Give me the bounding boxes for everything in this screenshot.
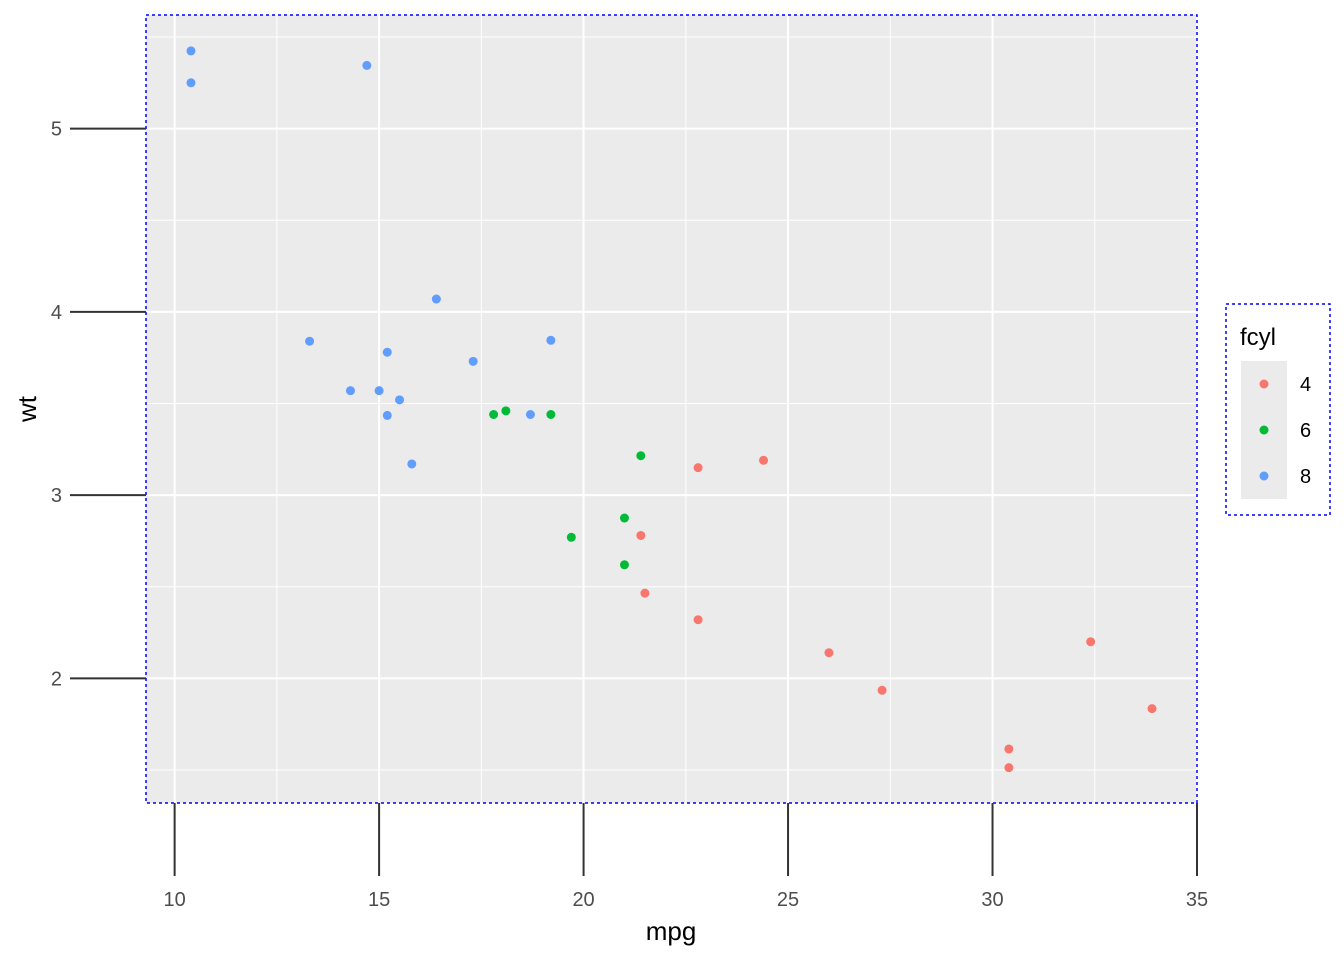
y-tick-label-0: 2 bbox=[51, 668, 62, 690]
y-tick-label-1: 3 bbox=[51, 485, 62, 507]
point-cyl4-2 bbox=[693, 463, 703, 473]
x-axis-title: mpg bbox=[646, 916, 697, 946]
point-cyl4-10 bbox=[636, 530, 646, 540]
gridlines bbox=[146, 15, 1198, 803]
point-cyl4-1 bbox=[759, 455, 769, 465]
point-cyl8-12 bbox=[407, 459, 417, 469]
data-points bbox=[186, 46, 1157, 773]
panel-border bbox=[145, 14, 1198, 804]
point-cyl6-0 bbox=[619, 560, 629, 570]
point-cyl8-13 bbox=[374, 386, 384, 396]
point-cyl4-4 bbox=[1004, 744, 1014, 754]
point-cyl8-7 bbox=[362, 60, 372, 70]
point-cyl8-0 bbox=[525, 409, 535, 419]
y-axis-title: wt bbox=[12, 395, 42, 423]
x-tick-label-3: 25 bbox=[777, 889, 799, 911]
y-axis: 2 3 4 5 bbox=[51, 119, 146, 690]
point-cyl4-6 bbox=[640, 588, 650, 598]
x-axis: 10 15 20 25 30 35 bbox=[164, 803, 1208, 911]
point-cyl8-3 bbox=[468, 356, 478, 366]
point-cyl4-8 bbox=[824, 648, 834, 658]
point-cyl6-2 bbox=[636, 451, 646, 461]
x-tick-label-2: 20 bbox=[572, 889, 594, 911]
point-cyl8-2 bbox=[431, 294, 441, 304]
x-tick-label-1: 15 bbox=[368, 889, 390, 911]
legend-label-6: 6 bbox=[1300, 420, 1311, 442]
point-cyl6-1 bbox=[619, 513, 629, 523]
point-cyl8-6 bbox=[186, 46, 196, 56]
legend-title: fcyl bbox=[1240, 324, 1276, 351]
point-cyl6-5 bbox=[489, 409, 499, 419]
point-cyl4-3 bbox=[1086, 637, 1096, 647]
legend-label-8: 8 bbox=[1300, 466, 1311, 488]
x-tick-label-0: 10 bbox=[164, 889, 186, 911]
point-cyl4-9 bbox=[1004, 763, 1014, 773]
point-cyl4-5 bbox=[1147, 704, 1157, 714]
legend-label-4: 4 bbox=[1300, 374, 1311, 396]
legend-key-6 bbox=[1259, 425, 1269, 435]
point-cyl8-11 bbox=[546, 335, 556, 345]
legend: fcyl 4 6 8 bbox=[1225, 303, 1331, 516]
point-cyl8-4 bbox=[382, 347, 392, 357]
point-cyl4-0 bbox=[693, 615, 703, 625]
x-tick-label-5: 35 bbox=[1186, 889, 1208, 911]
point-cyl6-3 bbox=[501, 406, 511, 416]
plot-panel bbox=[146, 15, 1197, 803]
x-tick-label-4: 30 bbox=[981, 889, 1003, 911]
y-tick-label-2: 4 bbox=[51, 302, 62, 324]
point-cyl8-1 bbox=[345, 386, 355, 396]
point-cyl8-9 bbox=[382, 410, 392, 420]
legend-key-8 bbox=[1259, 471, 1269, 481]
point-cyl4-7 bbox=[877, 685, 887, 695]
point-cyl6-4 bbox=[546, 409, 556, 419]
legend-key-4 bbox=[1259, 379, 1269, 389]
point-cyl8-5 bbox=[186, 78, 196, 88]
point-cyl8-8 bbox=[395, 395, 405, 405]
point-cyl8-10 bbox=[305, 336, 315, 346]
y-tick-label-3: 5 bbox=[51, 119, 62, 141]
point-cyl6-6 bbox=[566, 532, 576, 542]
